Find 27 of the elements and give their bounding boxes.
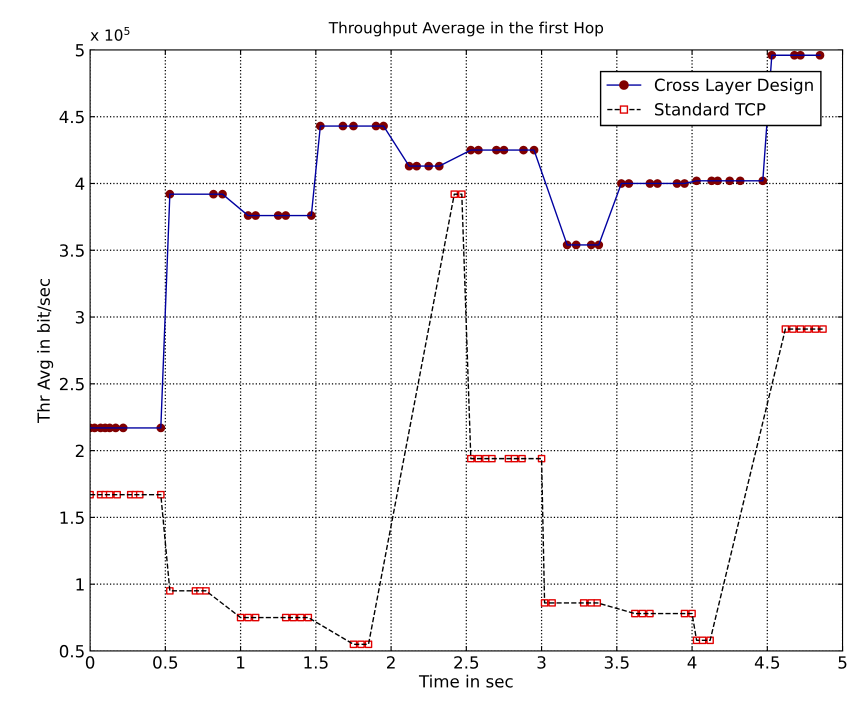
- y-tick-label: 1: [76, 578, 84, 591]
- x-tick-label: 4: [688, 656, 696, 668]
- x-tick-label: 3: [538, 656, 546, 669]
- legend-label: Standard TCP: [655, 102, 766, 116]
- y-tick-label: 2.5: [60, 378, 84, 390]
- y-tick-label: 3: [76, 311, 84, 324]
- x-tick-label: 4.5: [754, 656, 780, 669]
- y-axis-title: Thr Avg in bit/sec: [37, 278, 54, 423]
- text: x 10$^{5}$: [90, 26, 130, 41]
- y-tick-label: 3.5: [60, 244, 84, 257]
- x-tick-label: 2: [386, 656, 395, 668]
- y-tick-label: 2: [76, 444, 84, 457]
- y-tick-label: 4: [75, 178, 84, 190]
- y-tick-label: 0.5: [60, 644, 84, 658]
- chart-title: Throughput Average in the first Hop: [328, 22, 604, 36]
- legend-label: Cross Layer Design: [654, 78, 813, 94]
- y-tick-label: 5: [76, 44, 84, 56]
- x-tick-label: 2.5: [454, 656, 478, 669]
- x-tick-label: 1.5: [304, 656, 328, 669]
- x-tick-label: 0: [86, 656, 94, 669]
- x-tick-label: 0.5: [153, 656, 178, 669]
- x-tick-label: 3.5: [604, 656, 629, 669]
- y-tick-label: 4.5: [60, 110, 84, 124]
- y-tick-label: 1.5: [60, 512, 84, 524]
- x-tick-label: 5: [838, 656, 846, 669]
- x-axis-title: Time in sec: [418, 674, 513, 688]
- x-tick-label: 1: [237, 656, 244, 668]
